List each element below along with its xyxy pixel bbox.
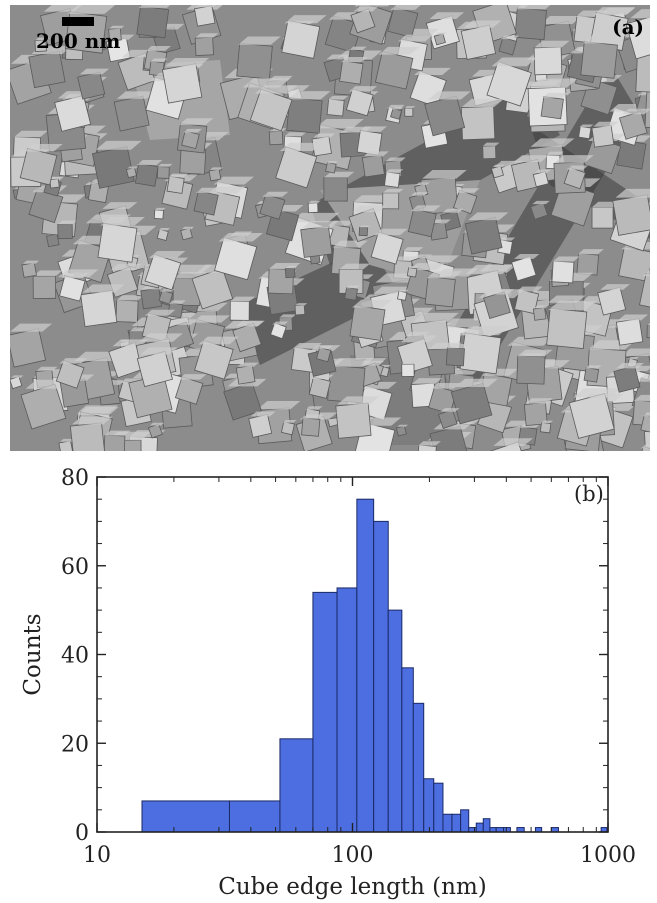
histogram-bar (141, 800, 230, 833)
histogram-bar (373, 520, 389, 833)
histogram-bar (356, 498, 375, 833)
histogram-bar (475, 822, 484, 833)
histogram-bar (312, 591, 338, 833)
x-axis-title: Cube edge length (nm) (218, 874, 486, 900)
histogram-bar (228, 800, 281, 833)
y-tick-label: 40 (61, 644, 89, 669)
histogram-bar (442, 813, 453, 833)
histogram-bar (451, 813, 462, 833)
histogram-bar (482, 818, 491, 833)
y-tick-label: 80 (61, 466, 89, 491)
x-tick-label: 10 (83, 843, 111, 868)
sem-image (10, 5, 650, 451)
scale-bar-label: 200 nm (36, 29, 121, 53)
panel-label-a: (a) (612, 15, 644, 39)
histogram-bars (141, 498, 608, 833)
y-axis-title: Counts (20, 613, 46, 695)
histogram-chart: 0 20 40 60 80 10 100 1000 (b) Cube edge length … (20, 466, 636, 900)
x-tick-label: 1000 (580, 843, 636, 868)
histogram-bar (433, 782, 444, 833)
histogram-bar (336, 587, 358, 833)
histogram-bar (387, 609, 403, 833)
sem-micrograph: 200 nm (a) (10, 5, 650, 451)
scale-bar (62, 17, 94, 26)
x-tick-label: 100 (332, 843, 374, 868)
histogram-bar (401, 667, 414, 833)
histogram-bar (412, 702, 425, 833)
panel-label-b: (b) (574, 482, 604, 506)
histogram-bar (423, 778, 435, 833)
histogram-bar (460, 809, 470, 833)
y-tick-label: 20 (61, 732, 89, 757)
axis-ticks: 0 20 40 60 80 10 100 1000 (61, 466, 636, 868)
y-tick-label: 60 (61, 555, 89, 580)
histogram-bar (279, 738, 314, 833)
y-tick-label: 0 (75, 821, 89, 846)
